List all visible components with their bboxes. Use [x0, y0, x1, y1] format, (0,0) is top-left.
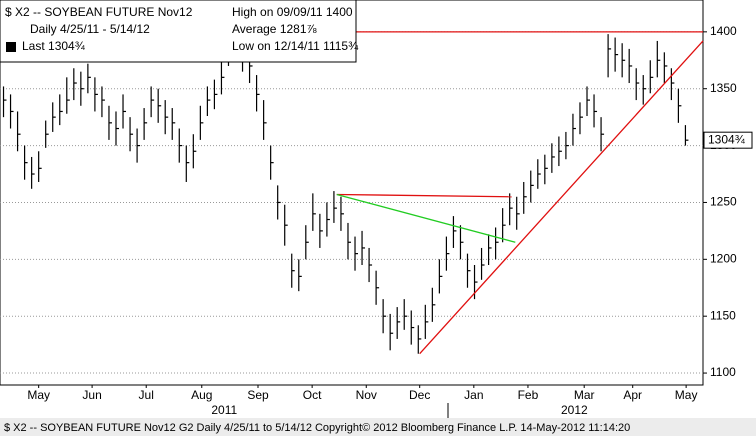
x-tick-label: Feb — [518, 388, 539, 402]
x-tick-label: Nov — [356, 388, 377, 402]
year-label: 2012 — [561, 403, 588, 417]
legend-average: Average 1281⅞ — [232, 22, 318, 36]
x-tick-label: Mar — [574, 388, 595, 402]
legend-ticker: $ X2 -- SOYBEAN FUTURE Nov12 — [5, 5, 193, 19]
x-tick-label: May — [27, 388, 50, 402]
footer: $ X2 -- SOYBEAN FUTURE Nov12 G2 Daily 4/… — [4, 422, 630, 434]
last-price-box — [703, 131, 753, 149]
legend-high: High on 09/09/11 1400 — [232, 5, 353, 19]
y-tick-label: 1100 — [710, 365, 736, 379]
y-tick-label: 1150 — [710, 308, 736, 322]
legend-last: Last 1304¾ — [22, 39, 86, 53]
year-label: 2011 — [211, 403, 237, 417]
trend-line — [419, 40, 704, 355]
legend: $ X2 -- SOYBEAN FUTURE Nov12 Daily 4/25/… — [0, 0, 359, 63]
x-tick-label: Sep — [247, 388, 269, 402]
y-tick-label: 1350 — [710, 81, 737, 95]
legend-period: Daily 4/25/11 - 5/14/12 — [30, 22, 150, 36]
footer-bar — [0, 418, 756, 436]
x-tick-label: Apr — [623, 388, 642, 402]
trend-line — [336, 193, 516, 243]
trend-line — [336, 193, 512, 198]
x-tick-label: Aug — [191, 388, 212, 402]
x-tick-label: Jan — [464, 388, 483, 402]
x-tick-label: Jun — [82, 388, 101, 402]
x-tick-label: Jul — [139, 388, 154, 402]
x-tick-label: May — [675, 388, 698, 402]
last-price-label: 1304¾ — [708, 132, 746, 146]
plot-area — [0, 0, 704, 386]
y-tick-label: 1400 — [710, 24, 737, 38]
x-tick-label: Oct — [303, 388, 322, 402]
y-tick-label: 1250 — [710, 195, 737, 209]
legend-swatch — [6, 42, 16, 52]
x-tick-label: Dec — [409, 388, 430, 402]
legend-box — [0, 0, 357, 63]
y-tick-label: 1200 — [710, 251, 737, 265]
legend-low: Low on 12/14/11 1115¾ — [232, 39, 359, 53]
